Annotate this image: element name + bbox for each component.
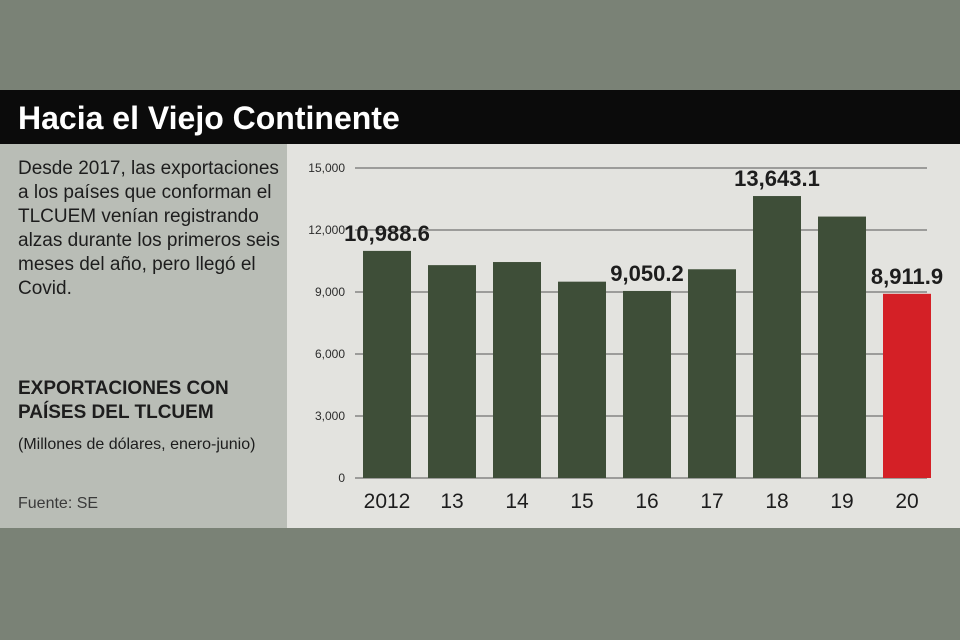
source-note: Fuente: SE [18,495,99,512]
x-tick-label: 19 [830,490,853,513]
y-tick-label: 0 [338,471,345,485]
chart-title: EXPORTACIONES CON PAÍSES DEL TLCUEM [18,378,229,423]
x-tick-label: 2012 [364,490,411,513]
x-tick-label: 17 [700,490,723,513]
bar [558,281,606,478]
bar [883,293,931,478]
text-panel [0,144,287,528]
bar [753,196,801,478]
page-title: Hacia el Viejo Continente [18,100,400,136]
y-tick-label: 6,000 [315,347,345,361]
y-tick-label: 12,000 [308,223,345,237]
bar [363,250,411,478]
x-tick-label: 18 [765,490,788,513]
data-label: 10,988.6 [344,221,430,246]
data-label: 8,911.9 [871,264,943,289]
x-tick-label: 13 [440,490,463,513]
bar [818,216,866,479]
title-bar [0,90,960,144]
y-tick-label: 3,000 [315,409,345,423]
bar [688,269,736,478]
bar [428,265,476,478]
data-label: 13,643.1 [734,166,820,191]
x-tick-label: 14 [505,490,529,513]
description-text: Desde 2017, las exportaciones a los país… [18,158,280,299]
chart-units: (Millones de dólares, enero-junio) [18,436,256,453]
bar [493,262,541,478]
data-label: 9,050.2 [610,261,683,286]
y-tick-label: 9,000 [315,285,345,299]
bar [623,290,671,478]
y-tick-label: 15,000 [308,161,345,175]
x-tick-label: 16 [635,490,658,513]
x-tick-label: 15 [570,490,593,513]
x-tick-label: 20 [895,490,918,513]
bar-chart: 0 3,000 6,000 9,000 12,000 15,000 2012 10,988.6… [308,161,943,513]
